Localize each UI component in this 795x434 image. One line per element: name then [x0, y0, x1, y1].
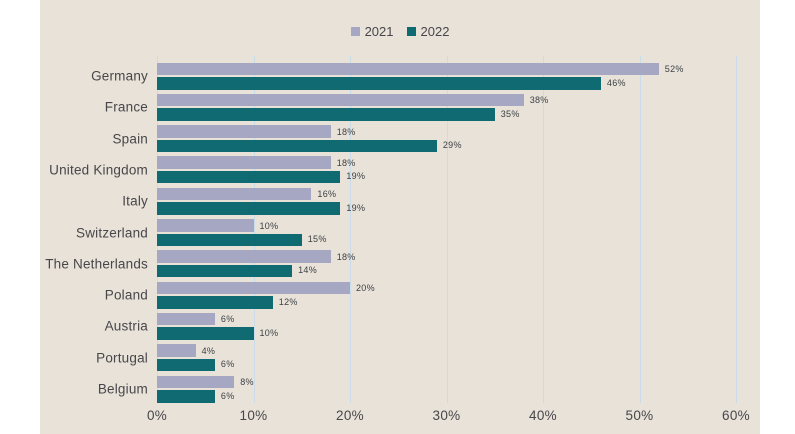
- value-label-2022-poland: 12%: [278, 296, 298, 307]
- value-label-2022-italy: 19%: [346, 202, 366, 213]
- category-label-spain: Spain: [112, 131, 148, 147]
- bar-2022-poland: [157, 296, 273, 309]
- bar-2021-belgium: [157, 375, 235, 388]
- legend-item-2022: 2022: [406, 24, 450, 39]
- gridline-40: [543, 56, 544, 403]
- bar-2021-poland: [157, 281, 350, 295]
- gridline-60: [736, 56, 737, 403]
- category-label-portugal: Portugal: [96, 350, 148, 366]
- bar-2021-austria: [157, 312, 215, 326]
- value-label-2022-spain: 29%: [442, 140, 462, 151]
- category-label-the-netherlands: The Netherlands: [45, 256, 148, 272]
- value-label-2022-united-kingdom: 19%: [346, 171, 366, 182]
- bar-2021-germany: [157, 62, 659, 75]
- chart-panel: 0% 10% 20% 30% 40% 50% 60% Germany 52% 46% France 3…: [40, 0, 760, 434]
- value-label-2021-france: 38%: [529, 95, 549, 106]
- bar-2021-france: [157, 93, 524, 107]
- value-label-2022-portugal: 6%: [220, 359, 235, 370]
- value-label-2021-belgium: 8%: [240, 377, 254, 387]
- plot-area: 0% 10% 20% 30% 40% 50% 60% Germany 52% 46% France 3…: [40, 0, 760, 434]
- bar-2022-austria: [157, 327, 254, 340]
- x-tick-label: 50%: [625, 408, 654, 423]
- x-tick-label: 20%: [336, 408, 364, 423]
- value-label-2021-united-kingdom: 18%: [336, 157, 356, 168]
- gridline-10: [253, 56, 255, 403]
- gridline-30: [446, 56, 448, 403]
- bar-2021-switzerland: [157, 219, 254, 232]
- category-label-switzerland: Switzerland: [76, 225, 148, 240]
- bar-2022-spain: [157, 139, 437, 153]
- value-label-2021-portugal: 4%: [201, 345, 216, 356]
- category-label-germany: Germany: [91, 68, 148, 84]
- x-tick-label: 30%: [432, 408, 461, 423]
- gridline-50: [639, 56, 641, 403]
- bar-2021-italy: [157, 187, 312, 201]
- x-tick-label: 40%: [529, 408, 557, 423]
- category-label-italy: Italy: [122, 193, 148, 209]
- bar-2022-portugal: [157, 358, 215, 372]
- value-label-2021-poland: 20%: [356, 283, 375, 294]
- bar-2021-portugal: [157, 344, 196, 357]
- gridline-20: [350, 56, 351, 403]
- legend-label-2022: 2022: [420, 24, 450, 39]
- x-tick-label: 60%: [722, 408, 750, 423]
- value-label-2021-switzerland: 10%: [259, 220, 279, 231]
- x-tick-label: 0%: [146, 408, 168, 423]
- bar-2022-belgium: [157, 390, 215, 403]
- value-label-2022-austria: 10%: [259, 327, 279, 338]
- bar-2022-switzerland: [157, 233, 302, 246]
- legend: 2021 2022: [40, 24, 760, 39]
- value-label-2021-germany: 52%: [664, 64, 684, 74]
- category-label-austria: Austria: [104, 318, 148, 334]
- category-label-poland: Poland: [104, 287, 148, 303]
- category-label-belgium: Belgium: [97, 381, 148, 397]
- value-label-2022-germany: 46%: [606, 77, 626, 88]
- legend-swatch-2021-icon: [350, 27, 360, 36]
- value-label-2021-italy: 16%: [317, 189, 337, 200]
- bar-2022-germany: [157, 77, 601, 90]
- legend-item-2021: 2021: [350, 24, 394, 39]
- value-label-2022-france: 35%: [500, 108, 520, 119]
- legend-label-2021: 2021: [364, 24, 394, 39]
- bar-2021-spain: [157, 125, 331, 138]
- bar-2022-france: [157, 108, 495, 121]
- legend-swatch-2022-icon: [406, 27, 416, 36]
- category-label-united-kingdom: United Kingdom: [49, 162, 148, 178]
- value-label-2022-the-netherlands: 14%: [298, 265, 318, 276]
- bar-2022-the-netherlands: [157, 264, 293, 278]
- category-label-france: France: [104, 99, 148, 115]
- bar-2021-the-netherlands: [157, 250, 331, 263]
- value-label-2021-spain: 18%: [336, 126, 356, 137]
- value-label-2021-the-netherlands: 18%: [336, 251, 356, 262]
- x-tick-label: 10%: [239, 408, 268, 423]
- value-label-2022-belgium: 6%: [220, 390, 235, 401]
- bar-2022-united-kingdom: [157, 170, 341, 184]
- value-label-2021-austria: 6%: [220, 314, 235, 325]
- value-label-2022-switzerland: 15%: [307, 234, 327, 244]
- bar-2021-united-kingdom: [157, 156, 331, 169]
- bar-2022-italy: [157, 202, 341, 215]
